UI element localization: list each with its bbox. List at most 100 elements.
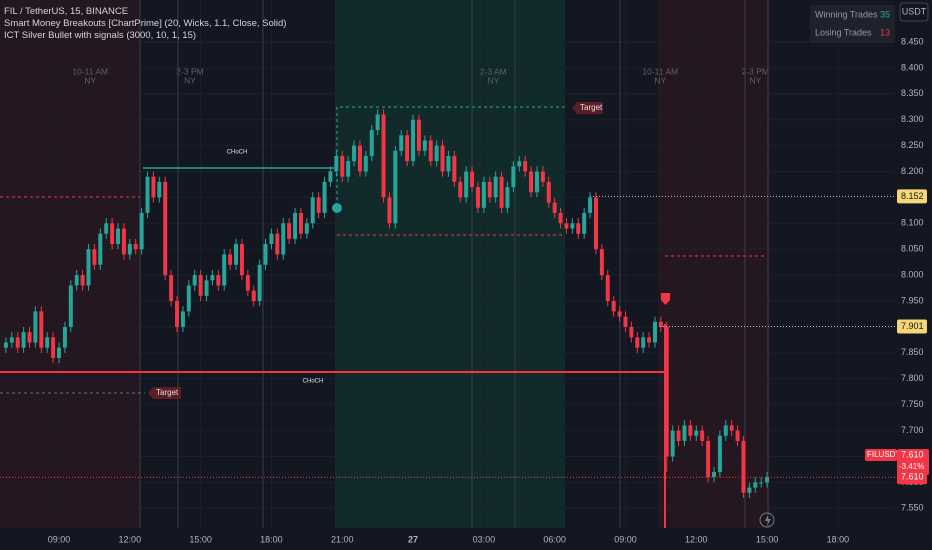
price-badge: [897, 189, 927, 204]
session-label: 10-11 AM: [642, 66, 678, 76]
candle-body: [534, 171, 539, 193]
candle-body: [552, 202, 557, 213]
candle-body: [711, 472, 716, 478]
symbol-badge: [865, 449, 897, 461]
candle-body: [405, 135, 410, 162]
candle-body: [304, 223, 309, 234]
candle-body: [110, 223, 115, 245]
candle-body: [647, 337, 652, 343]
price-badge-label: 7.901: [901, 321, 924, 331]
candle-body: [293, 212, 298, 239]
last-price-badge: [897, 470, 927, 485]
candle-body: [322, 181, 327, 213]
candle-body: [352, 145, 357, 162]
y-tick-label: 8.000: [901, 270, 924, 280]
currency-button[interactable]: [899, 2, 929, 22]
candle-body: [163, 181, 168, 276]
candle-body: [617, 311, 622, 317]
candle-body: [694, 430, 699, 436]
stat-name: Winning Trades: [815, 9, 878, 19]
candle-body: [180, 311, 185, 327]
x-tick-label: 18:00: [260, 534, 283, 544]
candle-body: [169, 275, 174, 302]
candle-body: [481, 181, 486, 208]
stat-name: Losing Trades: [815, 27, 872, 37]
candle-body: [706, 440, 711, 478]
candle-body: [381, 114, 386, 198]
candle-body: [611, 301, 616, 312]
candle-body: [80, 275, 85, 286]
candle-body: [251, 290, 256, 302]
candle-body: [145, 176, 150, 213]
candle-body: [192, 275, 197, 286]
candle-body: [39, 311, 44, 348]
y-tick-label: 7.750: [901, 399, 924, 409]
currency[interactable]: USDT: [902, 6, 927, 16]
candle-body: [357, 145, 362, 172]
candle-body: [493, 176, 498, 198]
candle-body: [21, 332, 26, 348]
candle-body: [363, 155, 368, 172]
x-tick-label: 15:00: [756, 534, 779, 544]
candle-body: [635, 337, 640, 348]
y-tick-label: 8.250: [901, 140, 924, 150]
candle-body: [116, 228, 121, 245]
candle-body: [62, 326, 67, 348]
candle-body: [51, 337, 56, 359]
annotation: CHoCH: [303, 379, 324, 385]
candle-body: [759, 482, 764, 484]
x-tick-label: 21:00: [331, 534, 354, 544]
candle-body: [523, 161, 528, 172]
candle-body: [228, 254, 233, 265]
session-lines: [139, 0, 769, 528]
session-label: NY: [749, 75, 761, 85]
candle-body: [682, 425, 687, 441]
candle-body: [593, 197, 598, 250]
candle-body: [458, 181, 463, 198]
session-zone: [335, 0, 565, 528]
candle-body: [434, 145, 439, 162]
candle-body: [298, 212, 303, 234]
candle-body: [121, 228, 126, 255]
candle-body: [86, 249, 91, 286]
candle-body: [741, 440, 746, 493]
candle-body: [198, 275, 203, 296]
candle-body: [57, 347, 62, 359]
candle-body: [316, 197, 321, 213]
candle-body: [623, 316, 628, 327]
y-tick-label: 7.700: [901, 425, 924, 435]
candle-body: [464, 171, 469, 198]
session-label: NY: [487, 75, 499, 85]
candle-body: [735, 430, 740, 441]
candle-body: [310, 197, 315, 224]
alert-icon[interactable]: [765, 515, 771, 526]
candle-body: [68, 285, 73, 327]
candle-body: [127, 244, 132, 255]
session-label: 2-3 AM: [480, 66, 507, 76]
candle-body: [599, 249, 604, 276]
y-tick-label: 8.300: [901, 114, 924, 124]
x-tick-label: 03:00: [473, 534, 496, 544]
y-tick-label: 8.350: [901, 88, 924, 98]
candle-body: [15, 337, 20, 348]
last-price-badge: [897, 449, 929, 475]
target-tag: [572, 102, 603, 114]
annotation: CHoCH: [227, 150, 248, 156]
candle-body: [658, 321, 663, 327]
x-tick-label: 06:00: [543, 534, 566, 544]
candle-body: [74, 275, 79, 286]
candle-body: [375, 114, 380, 131]
candle-body: [3, 342, 8, 348]
target-tag: [148, 387, 181, 399]
alert-icon[interactable]: [759, 512, 775, 528]
x-tick-label: 09:00: [614, 534, 637, 544]
candle-body: [446, 155, 451, 172]
session-zone: [0, 0, 140, 528]
candle-body: [157, 181, 162, 198]
candle-body: [505, 187, 510, 208]
candle-body: [393, 150, 398, 224]
candle-body: [9, 337, 14, 343]
candle-body: [629, 326, 634, 338]
candle-body: [234, 244, 239, 265]
